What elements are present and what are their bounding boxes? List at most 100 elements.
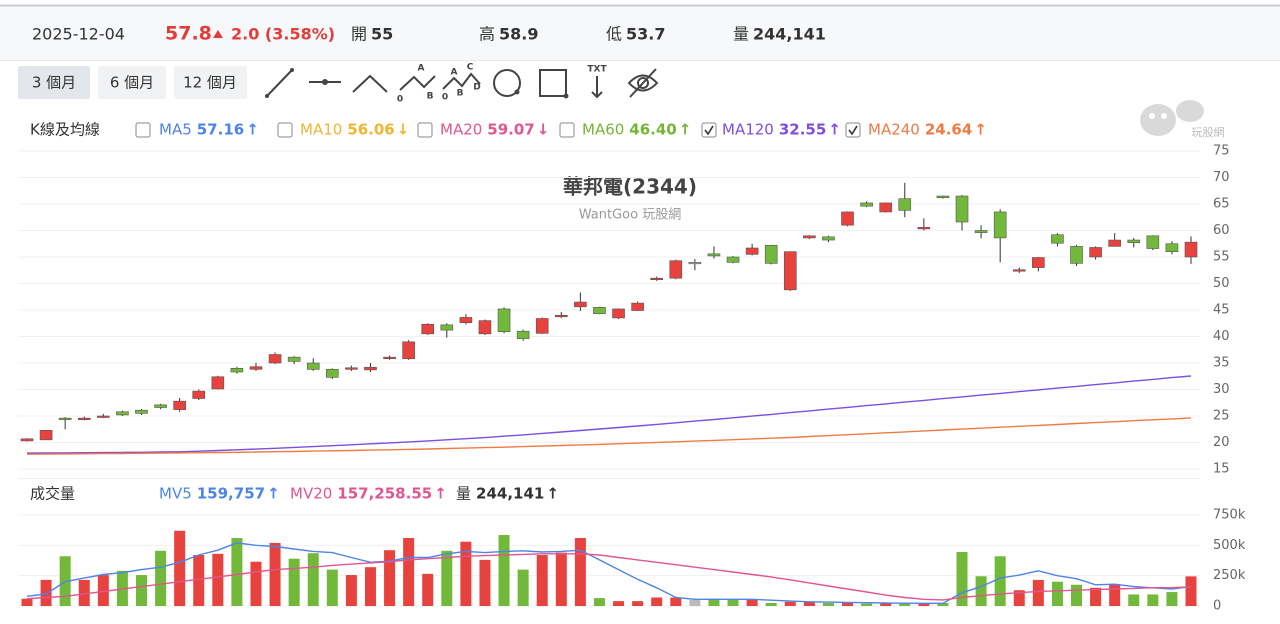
legend-title: 成交量 [30, 485, 75, 503]
candle-body [974, 230, 988, 233]
tool-abc[interactable]: A 0 B [397, 64, 436, 105]
volume-bar [689, 599, 701, 606]
indicator-value: 24.64 [925, 121, 972, 139]
indicator-value: 159,757 [197, 485, 265, 503]
candle-body [917, 227, 931, 230]
icon-text: B [427, 92, 434, 102]
volume-bar [364, 567, 376, 606]
checkbox[interactable] [701, 122, 717, 138]
candle-body [707, 253, 721, 257]
candle-body [135, 409, 148, 414]
candle-body [783, 251, 797, 291]
candle-body [478, 320, 492, 335]
volume-bar [384, 550, 396, 606]
icon-text: 0 [442, 93, 448, 103]
volume-bar [403, 538, 415, 606]
tool-line[interactable] [265, 68, 294, 98]
y-tick-label: 15 [1213, 462, 1230, 477]
checkbox[interactable] [845, 122, 861, 138]
icon-text: TXT [587, 65, 607, 75]
volume-bar [288, 558, 300, 606]
volume-bar [937, 602, 949, 606]
logo-text: 玩股網 [1192, 125, 1225, 139]
checkbox[interactable] [135, 122, 151, 138]
volume-bar [613, 601, 625, 606]
checkmark [848, 125, 858, 136]
icon-dot [514, 89, 520, 95]
price: 57.8 [165, 23, 212, 45]
indicator-name: MV20 [290, 485, 332, 503]
up-triangle [213, 30, 223, 38]
candle-body [669, 260, 683, 279]
icon-stroke [266, 69, 293, 97]
candle-body [1165, 243, 1179, 252]
candle-body [593, 307, 606, 315]
indicator-arrow: ↓ [537, 121, 550, 139]
icon-text: 0 [397, 95, 403, 105]
checkbox[interactable] [277, 122, 293, 138]
indicator-name: MA5 [159, 121, 192, 139]
candle-body [345, 367, 358, 370]
candle-body [459, 317, 473, 324]
candle-body [116, 411, 129, 416]
candle-body [574, 301, 587, 308]
tool-rect[interactable] [539, 69, 569, 99]
period-button[interactable]: 6 個月 [98, 66, 166, 99]
button-label: 12 個月 [183, 74, 237, 92]
volume-bar [1090, 587, 1102, 606]
y-tick-label: 750k [1213, 508, 1246, 523]
tool-text[interactable]: TXT [587, 65, 607, 99]
volume-bar [1147, 594, 1159, 606]
icon-text: A [418, 64, 425, 74]
icon-stroke [442, 72, 481, 90]
volume-bar [746, 599, 758, 606]
indicator-value: 56.06 [347, 121, 394, 139]
indicator-value: 46.40 [629, 121, 676, 139]
tool-hide[interactable] [627, 68, 659, 98]
y-tick-label: 60 [1213, 223, 1230, 238]
period-button[interactable]: 12 個月 [174, 66, 247, 99]
tool-abcd[interactable]: A C 0 B D [442, 63, 481, 103]
y-tick-label: 75 [1213, 144, 1230, 159]
volume-bar [97, 575, 109, 606]
candle-body [554, 314, 568, 318]
volume-bar [460, 541, 472, 606]
stat-value: 55 [371, 25, 393, 44]
candle-body [936, 195, 950, 198]
volume-bar [651, 597, 663, 606]
y-tick-label: 0 [1213, 599, 1221, 614]
icon-stroke [637, 77, 649, 89]
volume-bar [1071, 584, 1083, 606]
indicator-value: 32.55 [779, 121, 826, 139]
indicator-name: MA10 [300, 121, 342, 139]
tool-angle[interactable] [352, 74, 388, 93]
indicator-arrow: ↑ [267, 485, 280, 503]
volume-bar [212, 553, 224, 606]
tool-circle[interactable] [493, 69, 521, 97]
candle-body [421, 324, 435, 335]
indicator-arrow: ↑ [434, 485, 447, 503]
indicator-name: MV5 [159, 485, 192, 503]
volume-bar [994, 556, 1006, 606]
volume-bar [765, 602, 777, 606]
volume-bar [918, 603, 930, 606]
indicator-value: 244,141 [476, 485, 544, 503]
candle-body [287, 356, 301, 362]
icon-stroke [493, 69, 521, 97]
icon-text: D [473, 83, 480, 93]
checkbox[interactable] [559, 122, 575, 138]
volume-bar [498, 535, 510, 606]
candle-body [402, 341, 415, 360]
period-button[interactable]: 3 個月 [18, 66, 90, 99]
checkbox[interactable] [417, 122, 433, 138]
candle-body [650, 277, 664, 281]
candle-body [211, 376, 225, 390]
icon-dot [265, 94, 269, 98]
logo-shape [1176, 100, 1204, 122]
legend-title: K線及均線 [30, 121, 100, 139]
candle-body [230, 367, 244, 373]
volume-bar [479, 559, 491, 606]
y-tick-label: 50 [1213, 276, 1230, 291]
tool-hline[interactable] [309, 79, 341, 85]
